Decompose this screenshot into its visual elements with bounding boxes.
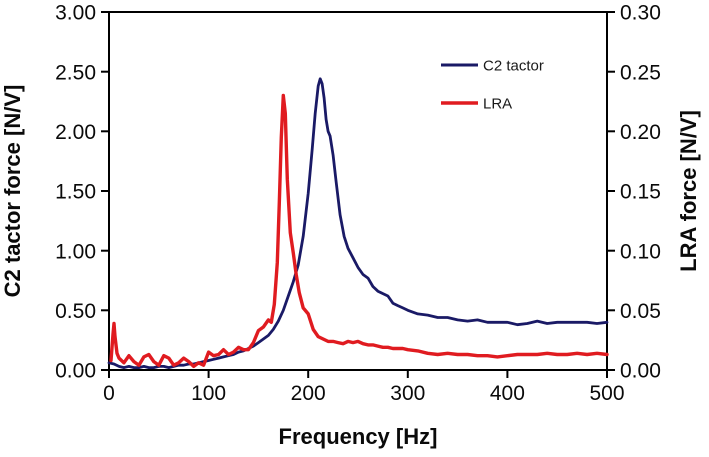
y-left-tick: 2.50 — [55, 61, 96, 84]
y-right-tick: 0.25 — [620, 61, 661, 84]
y-left-tick: 0.50 — [55, 300, 96, 323]
y-right-tick: 0.05 — [620, 300, 661, 323]
y-right-tick: 0.00 — [620, 360, 661, 383]
x-tick: 300 — [390, 382, 425, 405]
y-left-tick: 1.00 — [55, 240, 96, 263]
y-left-tick: 3.00 — [55, 2, 96, 25]
x-axis-tick-labels: 0 100 200 300 400 500 — [103, 382, 624, 405]
y-left-tick: 2.00 — [55, 121, 96, 144]
y-left-tick: 1.50 — [55, 181, 96, 204]
right-axis-tick-labels: 0.30 0.25 0.20 0.15 0.10 0.05 0.00 — [620, 2, 661, 383]
x-axis-title: Frequency [Hz] — [279, 424, 438, 449]
x-tick: 400 — [490, 382, 525, 405]
bottom-tick-marks — [108, 370, 608, 378]
y-right-tick: 0.20 — [620, 121, 661, 144]
right-tick-marks — [607, 11, 615, 371]
y-axis-title-left: C2 tactor force [N/V] — [0, 85, 25, 298]
c2-tactor-line — [107, 77, 609, 370]
x-tick: 100 — [191, 382, 226, 405]
lra-line — [109, 93, 609, 369]
y-right-tick: 0.30 — [620, 2, 661, 25]
x-tick: 500 — [589, 382, 624, 405]
y-right-tick: 0.15 — [620, 181, 661, 204]
legend-label-lra: LRA — [483, 95, 512, 112]
y-axis-title-right: LRA force [N/V] — [676, 110, 701, 272]
left-tick-marks — [101, 11, 109, 371]
legend: C2 tactor LRA — [441, 57, 544, 112]
legend-label-c2-tactor: C2 tactor — [483, 57, 544, 74]
x-tick: 200 — [291, 382, 326, 405]
y-left-tick: 0.00 — [55, 360, 96, 383]
x-tick: 0 — [103, 382, 115, 405]
y-right-tick: 0.10 — [620, 240, 661, 263]
left-axis-tick-labels: 3.00 2.50 2.00 1.50 1.00 0.50 0.00 — [55, 2, 96, 383]
